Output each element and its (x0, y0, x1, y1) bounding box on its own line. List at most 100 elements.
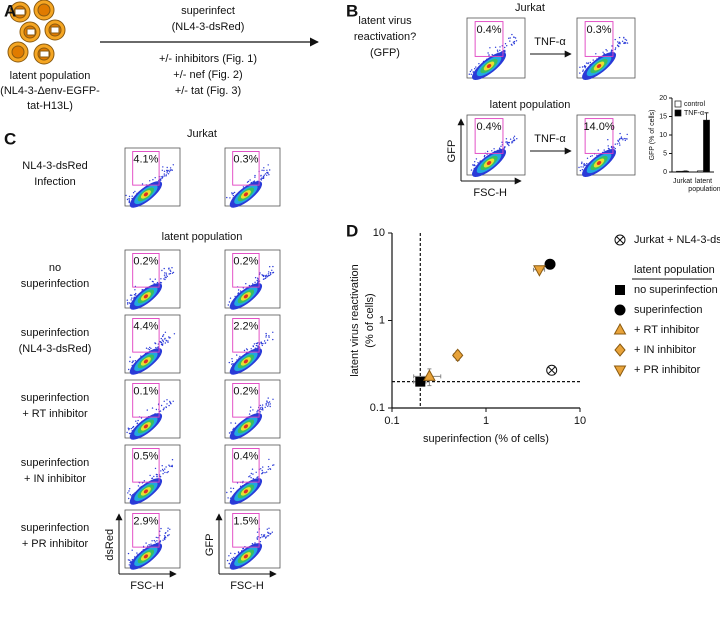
flow-event (474, 68, 476, 70)
legend-label: + PR inhibitor (634, 364, 701, 376)
flow-event (129, 488, 131, 490)
flow-density (228, 331, 274, 375)
flow-density-level (596, 160, 602, 166)
flow-event (159, 281, 162, 284)
flow-event (265, 332, 267, 335)
flow-event (136, 422, 139, 424)
flow-event (228, 361, 230, 364)
flow-event (619, 138, 621, 140)
flow-event (592, 59, 594, 61)
flow-density-level (243, 424, 249, 429)
flow-event (513, 40, 516, 43)
flow-event (621, 40, 624, 42)
flow-event (151, 477, 153, 480)
flow-event (268, 336, 270, 338)
flow-event (267, 164, 269, 166)
flow-event (261, 408, 263, 411)
flow-event (255, 342, 257, 345)
flow-event (583, 163, 585, 165)
flow-event (267, 397, 269, 399)
flow-event (228, 301, 231, 303)
panel-texts: A B C D latent population (NL4-3-Δenv-EG… (0, 1, 416, 240)
row-label: + PR inhibitor (22, 538, 89, 550)
flow-event (143, 480, 146, 482)
flow-event (147, 348, 149, 350)
flow-event (154, 278, 156, 280)
flow-event (165, 174, 167, 176)
flow-density-level (243, 359, 249, 364)
flow-event (264, 342, 267, 344)
flow-event (259, 541, 262, 543)
flow-event (272, 331, 274, 333)
flow-event (268, 532, 270, 534)
flow-event (169, 167, 172, 169)
flow-event (168, 171, 171, 173)
gate-percent: 0.4% (477, 121, 502, 133)
flow-event (151, 540, 153, 542)
flow-event (591, 155, 593, 157)
flow-event (162, 539, 164, 541)
flow-event (603, 149, 605, 151)
flow-event (511, 33, 513, 36)
flow-event (508, 37, 510, 39)
flow-event (167, 527, 169, 529)
flow-event (128, 497, 130, 500)
flow-event (166, 275, 168, 278)
flow-event (487, 52, 489, 54)
flow-event (586, 162, 588, 165)
gate-percent: 0.4% (477, 24, 502, 36)
flow-event (245, 348, 248, 350)
legend-marker (614, 234, 626, 246)
flow-event (512, 139, 514, 142)
cell-population-icon (7, 0, 66, 65)
flow-event (131, 294, 133, 296)
legend-label: + IN inhibitor (634, 344, 696, 356)
flow-event (125, 194, 127, 197)
gate (232, 448, 260, 483)
flow-event (227, 304, 229, 306)
flow-event (578, 166, 580, 169)
flow-event (498, 147, 501, 149)
flow-event (164, 468, 166, 470)
flow-event (268, 174, 270, 176)
flow-event (250, 406, 252, 408)
flow-event (486, 150, 489, 153)
flow-density (226, 527, 273, 570)
y-tick-label: 5 (663, 150, 667, 157)
flow-event (513, 43, 515, 45)
flow-event (164, 342, 166, 344)
flow-event (624, 139, 626, 142)
flow-density-level (143, 294, 149, 299)
flow-event (160, 470, 162, 472)
flow-event (607, 139, 609, 141)
x-tick-label: 0.1 (384, 415, 399, 427)
flow-event (156, 474, 158, 476)
flow-event (509, 37, 511, 39)
flow-event (261, 274, 263, 276)
bar (697, 170, 704, 173)
flow-event (268, 335, 270, 337)
flow-event (618, 142, 621, 144)
flow-event (173, 333, 176, 335)
flow-event (271, 269, 273, 271)
flow-event (619, 43, 621, 45)
flow-event (512, 137, 515, 139)
flow-event (256, 476, 258, 479)
flow-event (264, 277, 267, 280)
flow-event (264, 472, 266, 474)
flow-event (154, 467, 157, 470)
flow-event (618, 42, 620, 44)
flow-event (128, 368, 130, 371)
flow-event (257, 409, 259, 411)
flow-event (626, 138, 628, 140)
flow-event (254, 176, 256, 178)
flow-event (230, 487, 232, 489)
flow-event (163, 170, 166, 172)
flow-event (129, 294, 132, 296)
flow-event (248, 476, 250, 478)
flow-event (229, 297, 232, 299)
flow-event (610, 50, 612, 52)
flow-event (614, 143, 616, 145)
flow-event (129, 356, 131, 358)
flow-event (496, 49, 499, 51)
